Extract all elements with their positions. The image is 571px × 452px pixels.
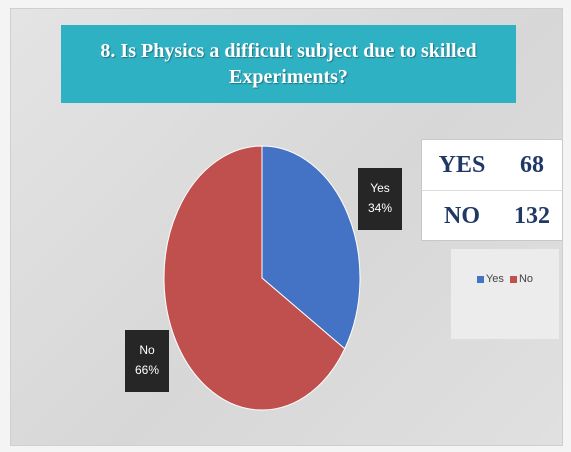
legend-label-no: No — [518, 273, 533, 285]
pie-labels: Yes 34% No 66% — [125, 168, 402, 392]
data-label-percent-no: 66% — [135, 363, 159, 377]
chart-title-box: 8. Is Physics a difficult subject due to… — [61, 25, 516, 103]
legend-swatch-yes — [476, 275, 484, 283]
data-label-bg-no — [125, 330, 169, 392]
legend-item-yes: Yes — [476, 273, 504, 285]
count-value-yes: 68 — [520, 151, 544, 178]
count-row-yes: YES 68 — [422, 140, 562, 190]
count-table: YES 68 NO 132 — [421, 139, 563, 241]
count-value-no: 132 — [514, 202, 550, 229]
count-row-no: NO 132 — [422, 190, 562, 241]
chart-legend: Yes No — [451, 249, 559, 339]
chart-frame: 8. Is Physics a difficult subject due to… — [10, 8, 563, 446]
data-label-no: No 66% — [125, 330, 169, 392]
legend-swatch-no — [509, 275, 517, 283]
pie-slices — [163, 145, 361, 411]
pie-slice-yes — [261, 145, 361, 350]
legend-item-no: No — [509, 273, 533, 285]
legend-label-yes: Yes — [485, 273, 504, 285]
pie-slice-no — [163, 145, 346, 411]
count-label-yes: YES — [438, 151, 486, 178]
data-label-category-yes: Yes — [370, 181, 390, 195]
data-label-yes: Yes 34% — [358, 168, 402, 230]
count-label-no: NO — [444, 202, 480, 229]
chart-title: 8. Is Physics a difficult subject due to… — [100, 40, 477, 88]
data-label-category-no: No — [139, 343, 155, 357]
data-label-bg-yes — [358, 168, 402, 230]
data-label-percent-yes: 34% — [368, 201, 392, 215]
